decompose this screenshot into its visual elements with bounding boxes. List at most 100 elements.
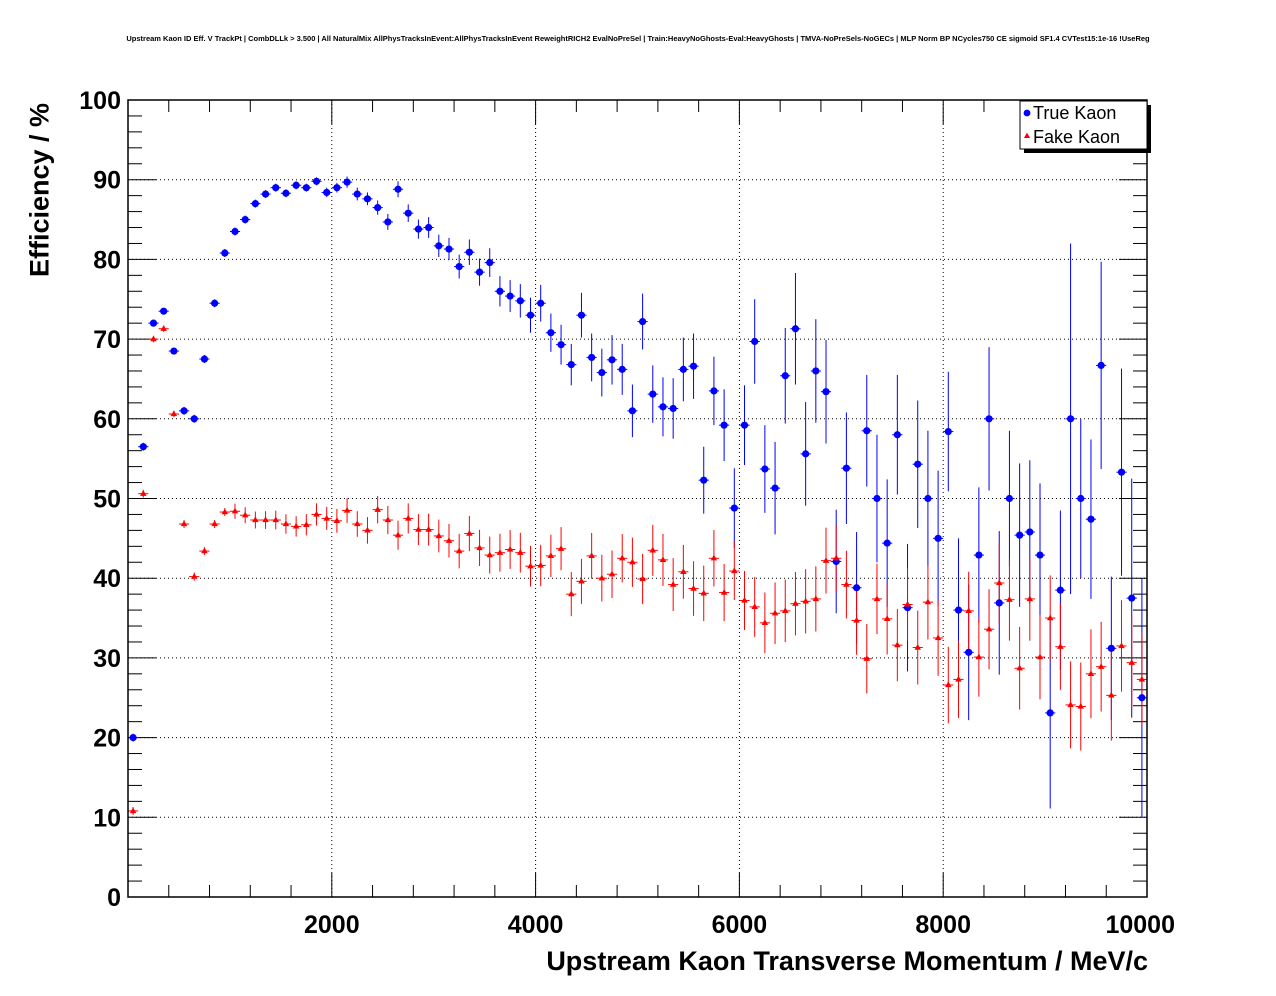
true-kaon-point: [710, 387, 718, 395]
fake-kaon-point: [180, 520, 188, 527]
fake-kaon-point: [415, 525, 422, 532]
fake-kaon-point: [455, 547, 463, 554]
fake-kaon-point: [649, 546, 657, 553]
fake-kaon-point: [303, 521, 310, 527]
true-kaon-point: [547, 329, 555, 337]
fake-kaon-point: [282, 520, 290, 527]
fake-kaon-point: [1087, 670, 1095, 676]
fake-kaon-point: [985, 625, 993, 632]
true-kaon-point: [506, 292, 514, 300]
fake-kaon-point: [1036, 653, 1044, 660]
true-kaon-point: [588, 353, 596, 362]
true-kaon-point: [975, 551, 983, 559]
true-kaon-point: [455, 262, 463, 271]
legend-label-fake-kaon: Fake Kaon: [1033, 127, 1120, 147]
fake-kaon-point: [1128, 659, 1135, 665]
true-kaon-point: [160, 307, 168, 315]
true-kaon-point: [873, 494, 881, 503]
fake-kaon-point: [1006, 596, 1013, 602]
fake-kaon-point: [394, 531, 402, 538]
true-kaon-point: [149, 319, 158, 327]
true-kaon-point: [282, 189, 290, 197]
true-kaon-point: [374, 203, 382, 212]
fake-kaon-point: [150, 335, 157, 342]
legend: True Kaon Fake Kaon: [1019, 100, 1151, 153]
true-kaon-point: [577, 311, 586, 319]
x-tick-label: 4000: [508, 911, 564, 939]
fake-kaon-point: [517, 549, 524, 555]
fake-kaon-point: [731, 567, 738, 574]
fake-kaon-point: [578, 577, 585, 584]
fake-kaon-point: [883, 615, 891, 622]
legend-box: [1019, 100, 1148, 150]
true-kaon-point: [914, 460, 922, 468]
true-kaon-point: [1016, 531, 1024, 539]
true-kaon-point: [526, 311, 535, 319]
true-kaon-point: [190, 415, 198, 423]
y-tick-label: 40: [93, 565, 121, 593]
true-kaon-point: [537, 299, 545, 307]
true-kaon-point: [312, 177, 321, 185]
true-kaon-point: [720, 421, 728, 429]
fake-kaon-point: [629, 558, 636, 565]
fake-kaon-point: [822, 557, 830, 563]
fake-kaon-point: [374, 506, 381, 512]
true-kaon-point: [730, 504, 738, 512]
y-tick-label: 80: [93, 246, 121, 274]
fake-kaon-point: [751, 603, 758, 610]
fake-kaon-point: [384, 516, 392, 523]
fake-kaon-point: [975, 653, 983, 660]
true-kaon-point: [781, 372, 789, 380]
true-kaon-point: [618, 365, 626, 373]
fake-kaon-point: [669, 580, 677, 587]
true-kaon-point: [333, 184, 341, 192]
fake-kaon-point: [527, 562, 534, 569]
fake-kaon-point: [1026, 595, 1034, 602]
fake-kaon-point: [547, 552, 555, 559]
true-kaon-point: [211, 299, 219, 307]
true-kaon-point: [353, 190, 361, 198]
true-kaon-point: [343, 178, 351, 186]
true-kaon-point: [669, 404, 677, 413]
fake-kaon-point: [333, 517, 341, 523]
true-kaon-point: [435, 242, 443, 250]
true-kaon-point: [985, 415, 993, 423]
fake-kaon-point: [476, 544, 483, 551]
true-kaon-point: [272, 184, 280, 192]
true-kaon-point: [139, 443, 147, 451]
fake-kaon-point: [904, 600, 911, 607]
fake-kaon-point: [343, 506, 351, 513]
fake-kaon-point: [598, 574, 606, 581]
fake-kaon-point: [996, 579, 1003, 586]
true-kaon-point: [1138, 694, 1146, 702]
true-kaon-point: [1117, 468, 1126, 476]
y-tick-label: 100: [79, 87, 121, 115]
true-kaon-point: [965, 648, 973, 656]
y-tick-label: 10: [93, 804, 121, 832]
true-kaon-point: [628, 407, 637, 415]
fake-kaon-point: [354, 520, 361, 527]
y-tick-label: 70: [93, 326, 121, 354]
fake-kaon-point: [221, 508, 229, 515]
axis-ticks: [128, 99, 1148, 898]
true-kaon-point: [445, 245, 453, 253]
true-kaon-point: [425, 223, 433, 232]
true-kaon-point: [863, 427, 871, 435]
legend-marker-fake-kaon: [1023, 132, 1031, 139]
fake-kaon-point: [843, 580, 850, 587]
fake-kaon-point: [618, 554, 626, 561]
true-kaon-point: [954, 606, 963, 614]
true-kaon-point: [608, 356, 616, 364]
fake-kaon-point: [873, 595, 881, 602]
true-kaon-point: [679, 365, 687, 373]
true-kaon-point: [180, 407, 188, 415]
true-kaon-point: [404, 209, 412, 217]
fake-kaon-point: [914, 643, 921, 650]
true-kaon-point: [465, 248, 473, 256]
fake-kaon-point: [812, 595, 820, 602]
fake-kaon-point: [1057, 643, 1064, 649]
true-kaon-point: [852, 584, 861, 592]
true-kaon-point: [924, 494, 932, 503]
fake-kaon-point: [466, 529, 473, 536]
true-kaon-point: [649, 390, 657, 398]
